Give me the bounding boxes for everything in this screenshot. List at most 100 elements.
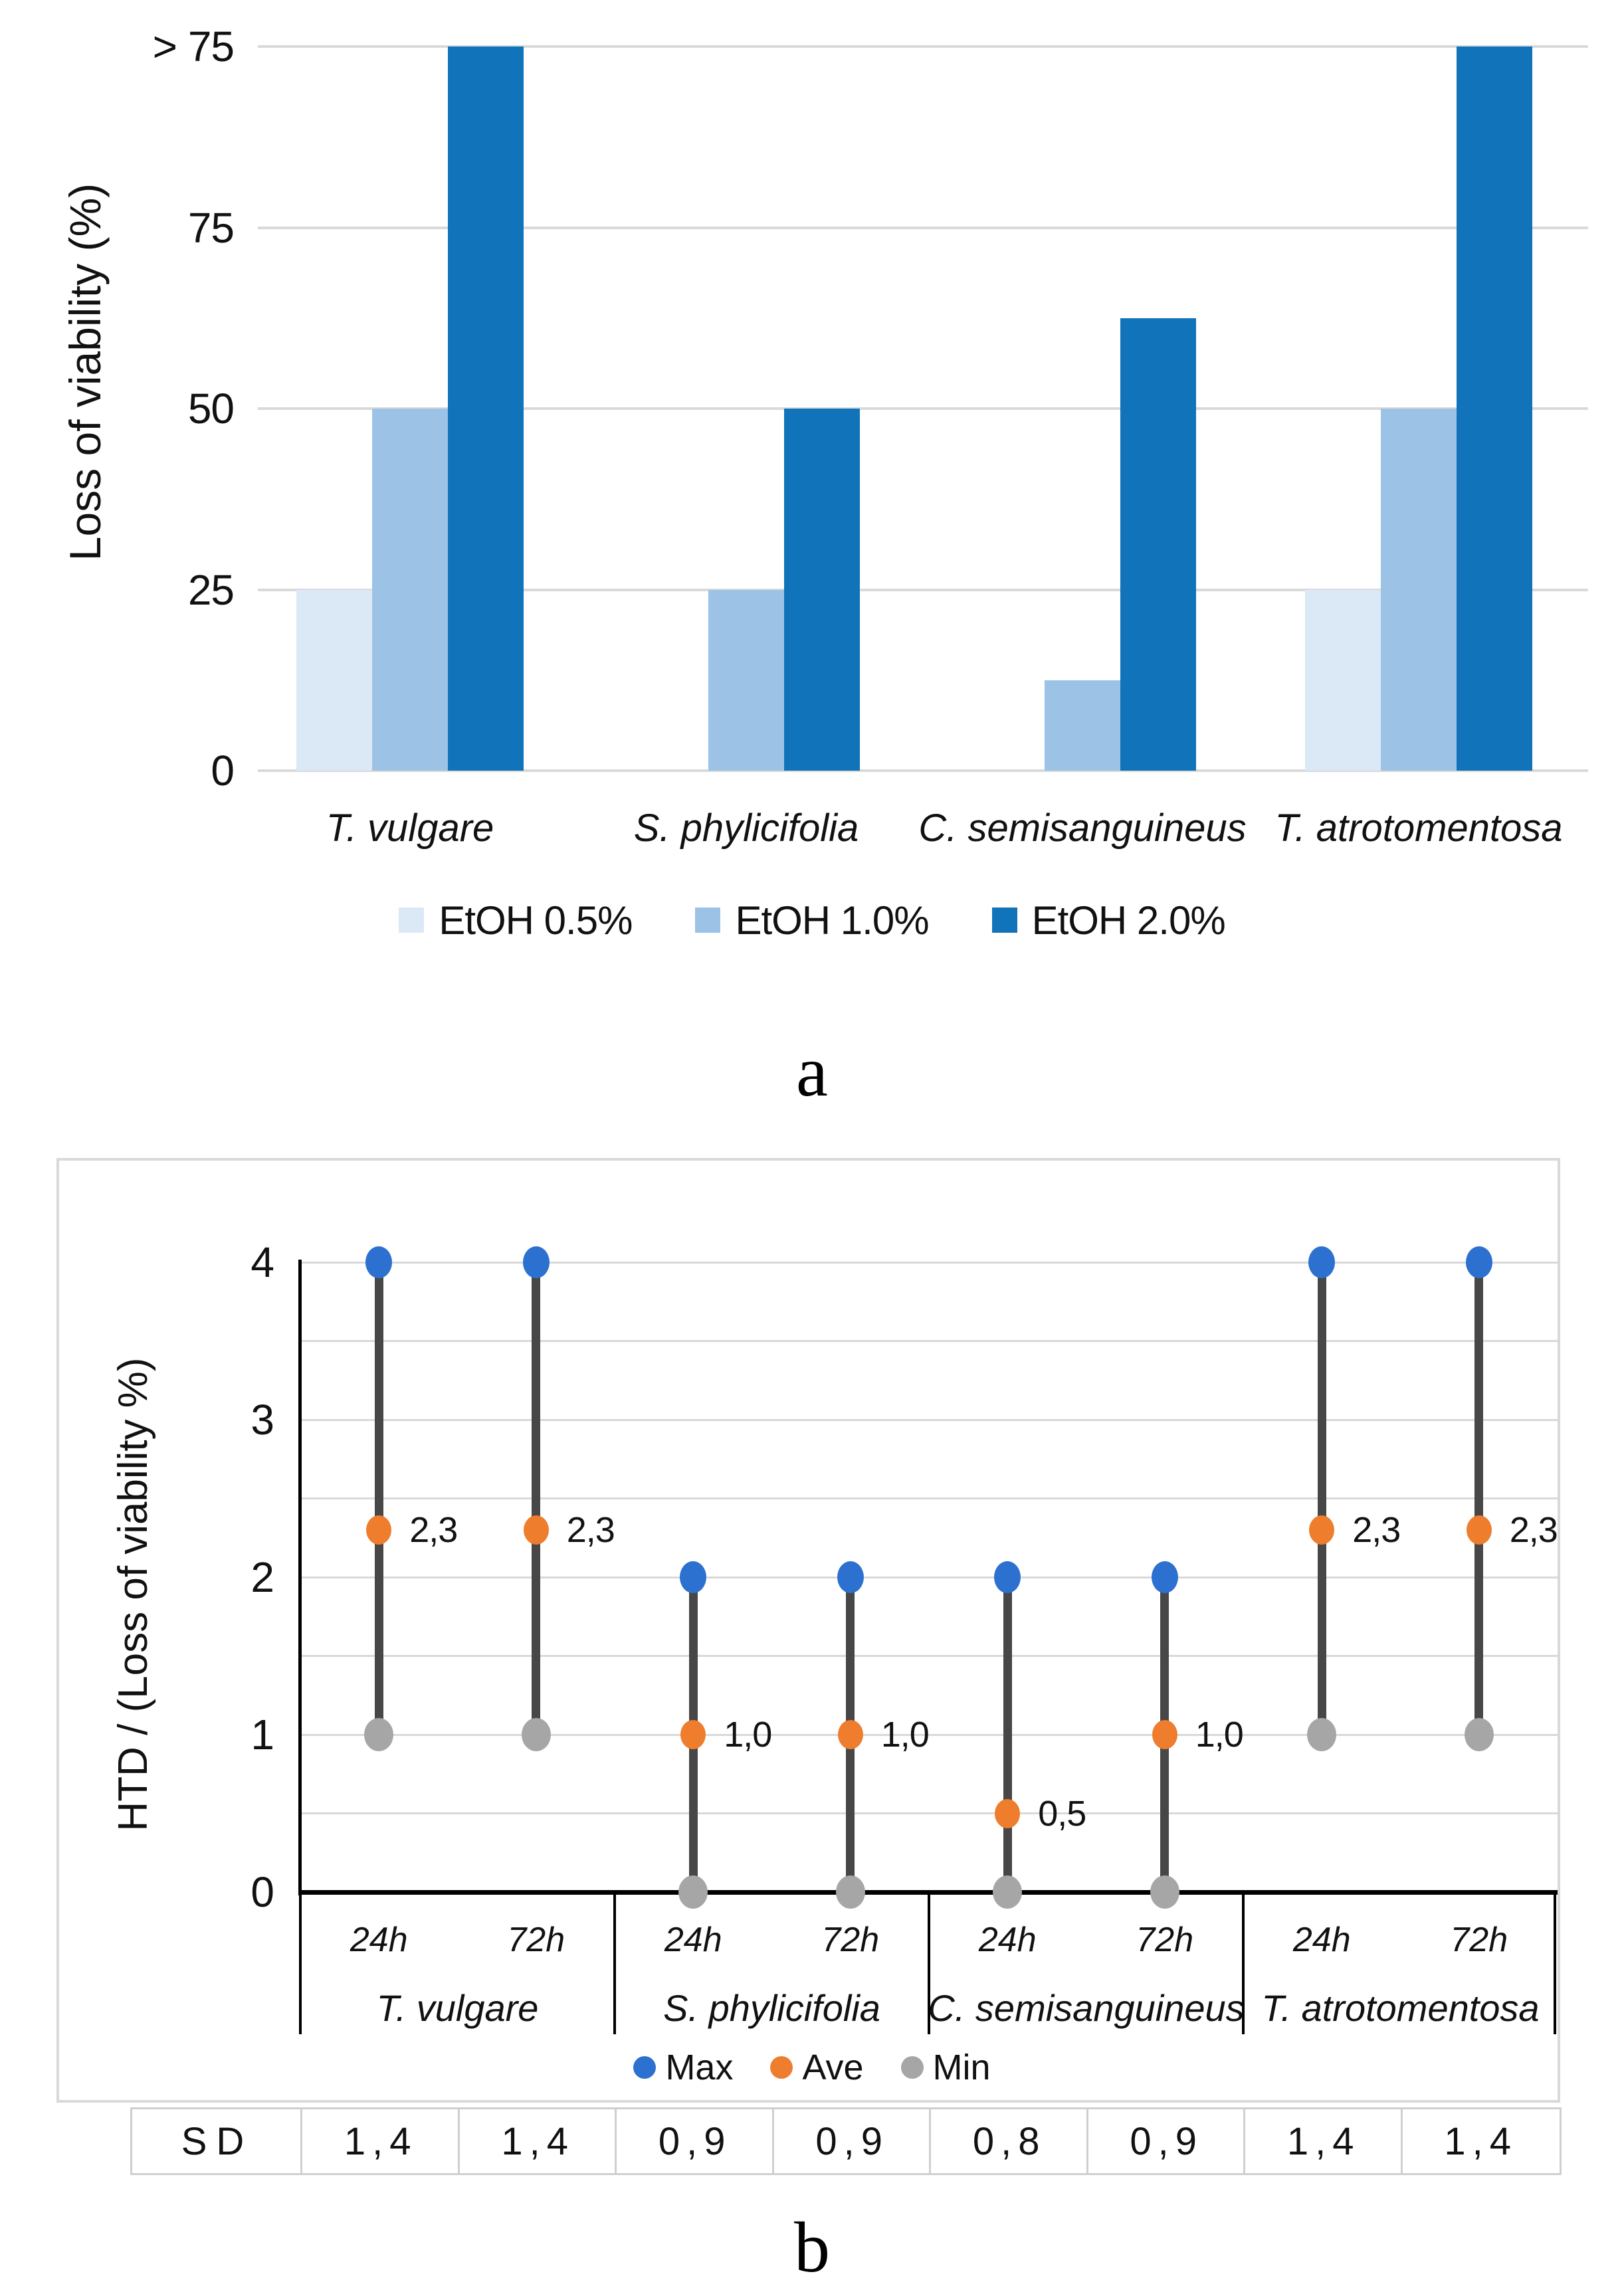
- legend-item-ave: Ave: [770, 2047, 864, 2088]
- ave-data-label: 2,3: [1352, 1509, 1401, 1550]
- time-label: 24h: [978, 1921, 1037, 1959]
- y-axis-line: [298, 1260, 302, 1895]
- min-dot: [521, 1718, 551, 1751]
- legend-label: EtOH 1.0%: [735, 898, 929, 943]
- ave-marker-icon: [770, 2056, 793, 2079]
- legend-swatch-icon: [399, 908, 425, 933]
- sd-value-cell: 0,9: [1086, 2107, 1247, 2175]
- min-dot: [1464, 1718, 1494, 1751]
- gridline: [300, 1576, 1558, 1578]
- ave-dot: [1309, 1515, 1335, 1545]
- max-marker-icon: [633, 2056, 657, 2079]
- min-dot: [678, 1875, 708, 1909]
- ave-data-label: 1,0: [1195, 1715, 1244, 1755]
- gridline: [300, 1812, 1558, 1814]
- panel-a-caption: a: [796, 1032, 828, 1111]
- min-dot: [364, 1718, 394, 1751]
- group-label: C. semisanguineus: [928, 1987, 1245, 2029]
- y-tick-label: 3: [251, 1396, 274, 1444]
- legend-swatch-icon: [695, 908, 721, 933]
- sd-row-label-cell: SD: [130, 2107, 304, 2175]
- legend-label: Ave: [802, 2048, 864, 2087]
- bar-etoh-0-5--1: [296, 589, 372, 771]
- y-tick-label: 50: [187, 385, 235, 432]
- ave-data-label: 1,0: [880, 1715, 930, 1755]
- gridline: [300, 1497, 1558, 1499]
- time-label: 72h: [1450, 1921, 1508, 1959]
- gridline: [300, 1733, 1558, 1736]
- min-marker-icon: [900, 2056, 924, 2079]
- bar-etoh-1-0--1: [372, 409, 448, 771]
- panel-a-bar-chart: Loss of viability (%) > 75 75 50 25 0 T. vul…: [60, 23, 1588, 1111]
- sd-value-cell: 0,9: [771, 2107, 933, 2175]
- bar-etoh-1-0--4: [1381, 409, 1457, 771]
- legend-item-max: Max: [633, 2047, 733, 2088]
- max-dot: [1308, 1246, 1336, 1278]
- lollipop-stem: [1317, 1262, 1326, 1735]
- y-tick-label: 75: [187, 203, 235, 252]
- bar-etoh-2-0--1: [448, 47, 524, 771]
- legend-label: EtOH 2.0%: [1031, 898, 1226, 943]
- y-tick-label: 25: [187, 565, 235, 614]
- sd-value-cell: 0,9: [615, 2107, 776, 2175]
- min-dot: [1150, 1875, 1179, 1909]
- sd-value-cell: 1,4: [457, 2107, 619, 2175]
- ave-dot: [1466, 1515, 1492, 1545]
- legend-item-etoh-1-0-: EtOH 1.0%: [695, 898, 930, 943]
- bar-etoh-0-5--4: [1305, 589, 1381, 771]
- ave-dot: [680, 1720, 706, 1749]
- ave-data-label: 0,5: [1038, 1793, 1086, 1834]
- sd-value-cell: 1,4: [1243, 2107, 1405, 2175]
- max-dot: [680, 1561, 707, 1593]
- gridline: [300, 1340, 1558, 1342]
- legend-swatch-icon: [991, 908, 1017, 933]
- ave-data-label: 2,3: [566, 1509, 615, 1550]
- y-tick-label: > 75: [152, 23, 235, 70]
- lollipop-stem: [532, 1262, 541, 1735]
- bar-etoh-1-0--2: [708, 589, 784, 771]
- time-label: 24h: [664, 1921, 722, 1959]
- category-separator: [299, 1892, 302, 2034]
- max-dot: [365, 1246, 393, 1278]
- lollipop-stem: [1003, 1577, 1012, 1892]
- ave-data-label: 1,0: [724, 1715, 772, 1755]
- bar-etoh-1-0--3: [1045, 680, 1120, 771]
- ave-dot: [995, 1798, 1021, 1828]
- max-dot: [837, 1561, 864, 1593]
- group-label: T. vulgare: [376, 1987, 539, 2029]
- lollipop-stem: [374, 1262, 383, 1735]
- sd-value-cell: 1,4: [1400, 2107, 1562, 2175]
- min-dot: [1307, 1718, 1337, 1751]
- gridline: [300, 1418, 1558, 1421]
- group-label: T. atrotomentosa: [1261, 1987, 1540, 2029]
- time-label: 24h: [1292, 1921, 1351, 1959]
- ave-dot: [366, 1515, 392, 1545]
- legend-item-etoh-2-0-: EtOH 2.0%: [991, 898, 1226, 943]
- sd-value-cell: 1,4: [300, 2107, 462, 2175]
- min-dot: [835, 1875, 865, 1909]
- lollipop-stem: [1474, 1262, 1484, 1735]
- bar-etoh-2-0--3: [1120, 318, 1196, 771]
- ave-data-label: 2,3: [409, 1509, 458, 1550]
- ave-dot: [523, 1515, 549, 1545]
- time-label: 72h: [507, 1921, 565, 1959]
- legend-item-etoh-0-5-: EtOH 0.5%: [399, 898, 633, 943]
- gridline: [258, 226, 1588, 229]
- max-dot: [522, 1246, 550, 1278]
- gridline: [258, 45, 1588, 48]
- max-dot: [1151, 1561, 1178, 1593]
- gridline: [300, 1261, 1558, 1264]
- ave-data-label: 2,3: [1509, 1509, 1558, 1550]
- y-tick-label: 0: [251, 1868, 274, 1916]
- sd-value-cell: 0,8: [929, 2107, 1090, 2175]
- legend-label: Min: [932, 2048, 991, 2087]
- gridline: [258, 407, 1588, 410]
- x-category-label: C. semisanguineus: [918, 807, 1247, 850]
- time-label: 72h: [821, 1921, 880, 1959]
- y-tick-label: 1: [251, 1711, 274, 1759]
- time-label: 24h: [350, 1921, 408, 1959]
- y-tick-label: 4: [251, 1238, 274, 1286]
- gridline: [258, 588, 1588, 591]
